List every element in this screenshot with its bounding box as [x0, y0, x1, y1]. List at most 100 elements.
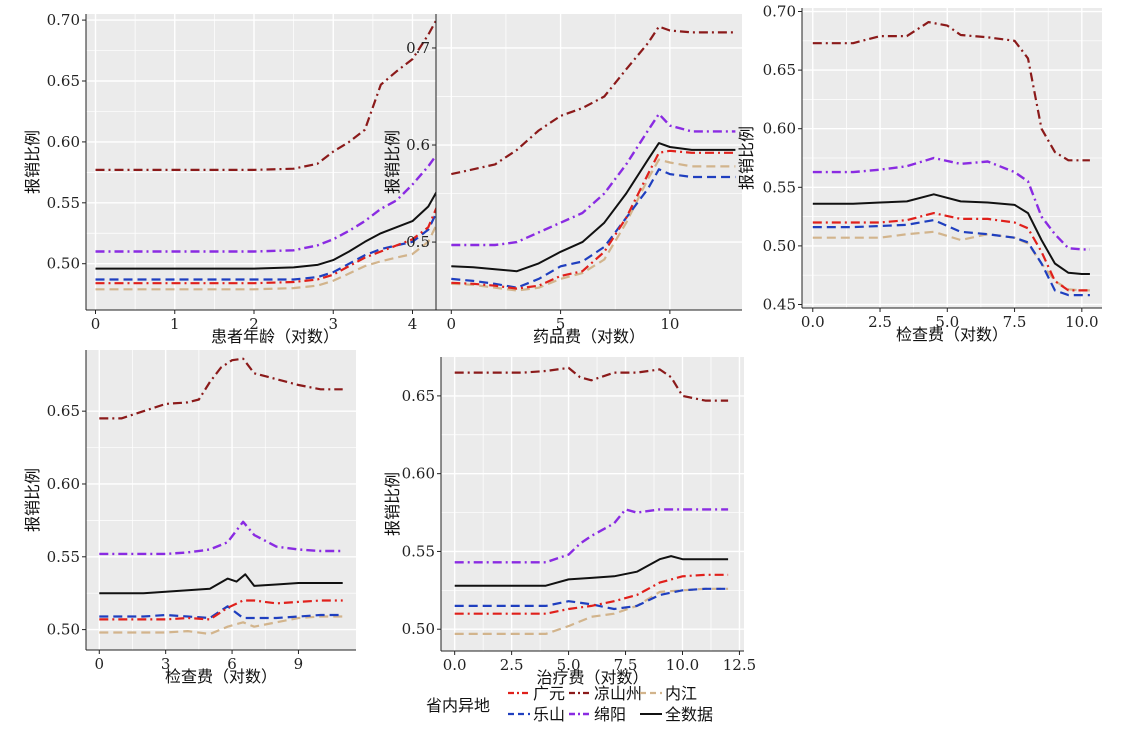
- plot-background: [436, 14, 742, 310]
- series-group: [812, 21, 1090, 297]
- y-tick-label: 0.55: [47, 548, 80, 566]
- x-tick-label: 7.5: [614, 656, 638, 674]
- legend-label-guangyuan: 广元: [533, 684, 565, 703]
- y-tick-label: 0.45: [763, 295, 796, 313]
- series-line-mianyang: [812, 156, 1090, 251]
- series-line-mianyang: [451, 112, 736, 247]
- y-tick-label: 0.7: [406, 39, 430, 57]
- y-tick-label: 0.55: [402, 542, 435, 560]
- x-tick-label: 2.5: [868, 313, 892, 331]
- x-tick-label: 12.5: [723, 656, 756, 674]
- y-tick-label: 0.50: [47, 255, 80, 273]
- legend-label-liangshan: 凉山州: [594, 684, 642, 703]
- plot-background: [86, 14, 464, 310]
- series-line-leshan: [454, 587, 729, 611]
- series-line-liangshan: [812, 21, 1090, 162]
- legend-title: 省内异地: [426, 696, 490, 715]
- series-line-guangyuan: [95, 188, 453, 285]
- y-tick-label: 0.60: [47, 133, 80, 151]
- series-line-all: [95, 176, 453, 270]
- y-tick-label: 0.70: [763, 3, 796, 21]
- y-axis-label: 报销比例: [23, 130, 42, 194]
- series-line-liangshan: [99, 357, 343, 420]
- y-tick-label: 0.65: [763, 61, 796, 79]
- y-tick-label: 0.6: [406, 136, 430, 154]
- series-line-all: [812, 193, 1090, 275]
- y-tick-label: 0.50: [47, 621, 80, 639]
- series-group: [454, 366, 729, 636]
- series-line-mianyang: [99, 520, 343, 556]
- panel-3: 0.0 2.5 5.0 7.5 10.0 0.45 0.50 0.55 0.60 0.65 0.70…: [737, 3, 1102, 344]
- x-tick-label: 1: [170, 315, 180, 333]
- x-tick-label: 10: [660, 315, 679, 333]
- series-line-liangshan: [454, 366, 729, 402]
- plot-background: [86, 350, 356, 650]
- x-tick-label: 0.0: [443, 656, 467, 674]
- x-tick-label: 4: [408, 315, 418, 333]
- legend-label-all: 全数据: [665, 705, 713, 724]
- x-tick-label: 0: [95, 655, 105, 673]
- panel-5: 0.0 2.5 5.0 7.5 10.0 12.5 0.50 0.55 0.60 0.65 治疗费（…: [383, 357, 756, 687]
- x-axis-label: 检查费（对数）: [896, 325, 1008, 344]
- y-axis-label: 报销比例: [737, 126, 756, 190]
- y-tick-label: 0.5: [406, 233, 430, 251]
- series-line-all: [99, 573, 343, 595]
- x-tick-label: 7.5: [1003, 313, 1027, 331]
- x-axis-label: 治疗费（对数）: [536, 668, 648, 687]
- y-tick-label: 0.50: [402, 620, 435, 638]
- x-axis-label: 患者年龄（对数）: [211, 327, 339, 346]
- series-line-guangyuan: [812, 212, 1090, 292]
- x-axis-label: 药品费（对数）: [533, 327, 645, 346]
- series-line-leshan: [95, 195, 453, 281]
- x-tick-label: 0.0: [801, 313, 825, 331]
- gridlines: [436, 14, 742, 310]
- x-axis-label: 检查费（对数）: [165, 667, 277, 686]
- series-line-all: [454, 555, 729, 587]
- plot-background: [441, 357, 744, 651]
- series-group: [451, 25, 736, 292]
- y-tick-label: 0.65: [402, 387, 435, 405]
- series-line-neijiang: [454, 587, 729, 636]
- y-axis-label: 报销比例: [383, 130, 402, 194]
- panel-4: 0 3 6 9 0.50 0.55 0.60 0.65 检查费（对数） 报销比例: [23, 350, 356, 686]
- series-line-leshan: [99, 605, 343, 620]
- x-tick-label: 3: [161, 655, 171, 673]
- gridlines: [802, 8, 1102, 308]
- x-tick-label: 3: [328, 315, 338, 333]
- gridlines: [86, 14, 464, 310]
- series-line-liangshan: [95, 19, 453, 171]
- y-tick-label: 0.65: [47, 72, 80, 90]
- x-tick-label: 2: [249, 315, 259, 333]
- legend-label-mianyang: 绵阳: [594, 705, 626, 724]
- x-tick-label: 0: [447, 315, 457, 333]
- series-line-guangyuan: [451, 149, 736, 290]
- series-line-leshan: [451, 168, 736, 289]
- panel-2: 0 5 10 0.5 0.6 0.7 药品费（对数） 报销比例: [383, 14, 742, 346]
- y-tick-label: 0.70: [47, 11, 80, 29]
- y-tick-label: 0.50: [763, 237, 796, 255]
- series-line-neijiang: [95, 205, 453, 291]
- y-axis-label: 报销比例: [23, 468, 42, 532]
- series-line-neijiang: [812, 230, 1090, 292]
- y-tick-label: 0.60: [47, 475, 80, 493]
- x-tick-label: 2.5: [500, 656, 524, 674]
- y-tick-label: 0.55: [47, 194, 80, 212]
- x-tick-label: 5: [556, 315, 566, 333]
- x-tick-label: 10.0: [666, 656, 699, 674]
- series-line-neijiang: [451, 158, 736, 292]
- x-tick-label: 10.0: [1065, 313, 1098, 331]
- x-tick-label: 9: [294, 655, 304, 673]
- y-axis-label: 报销比例: [383, 472, 402, 536]
- y-tick-label: 0.60: [402, 465, 435, 483]
- x-tick-label: 5.0: [557, 656, 581, 674]
- series-line-liangshan: [451, 25, 736, 176]
- legend-label-neijiang: 内江: [665, 684, 697, 703]
- gridlines: [441, 357, 744, 651]
- series-line-all: [451, 142, 736, 273]
- x-tick-label: 6: [227, 655, 237, 673]
- x-tick-label: 0: [91, 315, 101, 333]
- series-line-guangyuan: [99, 599, 343, 621]
